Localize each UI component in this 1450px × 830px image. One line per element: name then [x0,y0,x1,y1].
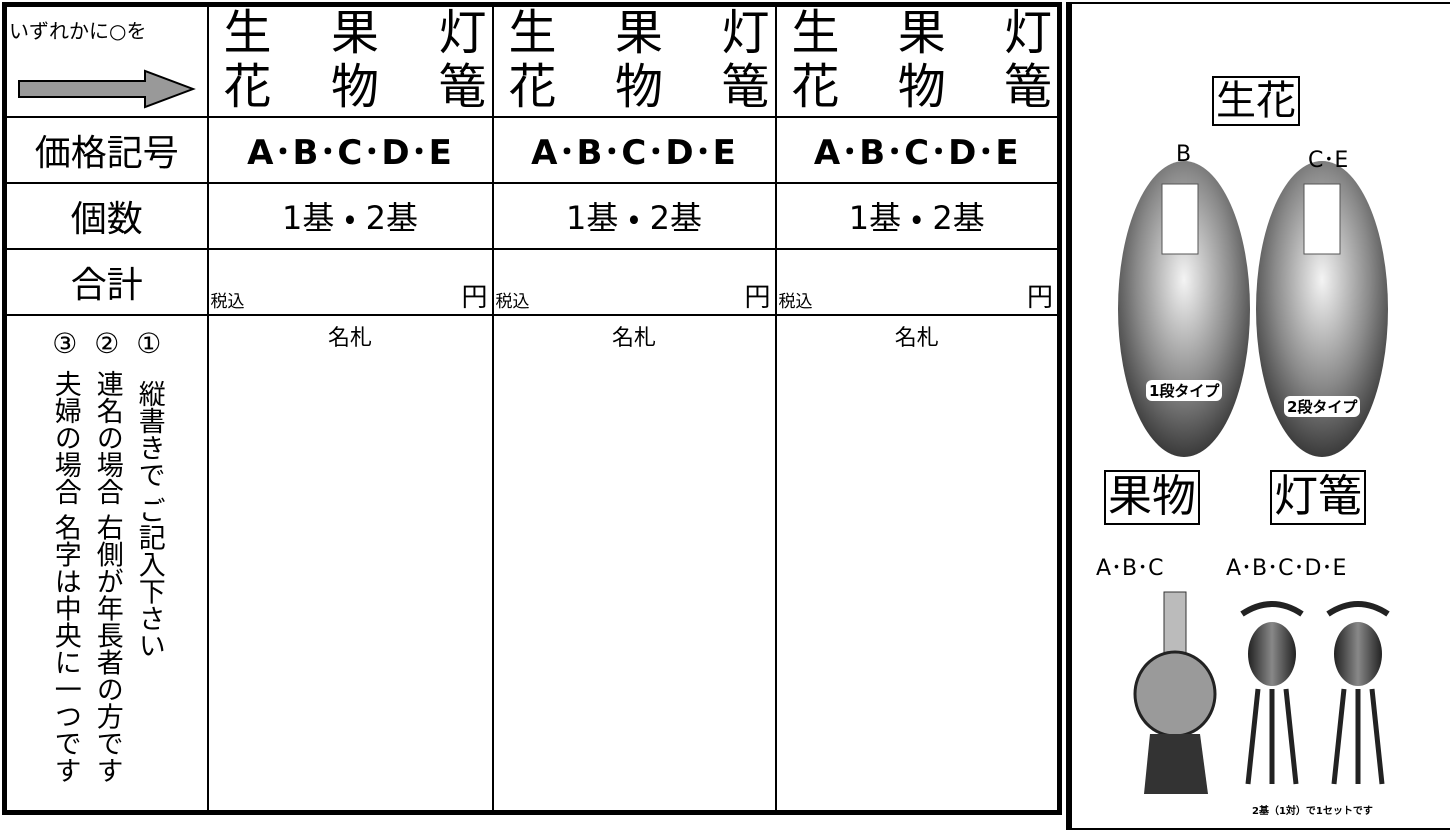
notes-cell: ① 縦書きで ご記入下さい ② 連名の場合 右側が年長者の方です ③ 夫婦の場合 名字… [3,313,209,814]
note: ③ 夫婦の場合 名字は中央に一つです [48,326,82,784]
count-label: 個数 [3,181,209,250]
fruit-title: 果物 [1104,470,1200,525]
notes: ① 縦書きで ご記入下さい ② 連名の場合 右側が年長者の方です ③ 夫婦の場合 名字… [7,326,207,784]
note-number: ② [94,326,120,360]
option: 果物 [888,7,945,116]
tax-prefix: 税込 [210,291,245,312]
flower-photo [1256,161,1388,457]
yen-suffix: 円 [461,282,488,313]
fruit-code: A･B･C [1096,556,1164,581]
name-label: 名札 [611,325,656,351]
note-text: 縦書きで ご記入下さい [133,379,165,659]
count-value: 1基 ・ 2基 [774,181,1061,250]
option: 灯篭 [429,7,486,116]
fruit-basket [1133,650,1217,738]
instruction: いずれかに○を [9,19,147,43]
arrow [18,69,196,109]
price-label: 価格記号 [3,115,209,184]
lantern-body [1334,622,1382,686]
product-images [1118,161,1390,794]
name-cell: 名札 [774,313,1061,814]
note-text: 連名の場合 右側が年長者の方です [91,369,123,784]
lantern-code: A･B･C･D･E [1226,556,1347,581]
option: 生花 [782,7,839,116]
total-row: 合計 税込円 税込円 税込円 [3,247,1061,316]
total-cell: 税込 円 [206,247,494,316]
lantern-body [1248,622,1296,686]
flower-code: B [1176,142,1192,167]
flower-tag [1161,183,1199,255]
tax-prefix: 税込 [778,291,813,312]
option: 生花 [214,7,271,116]
option: 灯篭 [995,7,1051,116]
price-value: A･B･C･D･E [206,115,494,184]
option: 生花 [499,7,556,116]
count-row: 個数 1基 ・ 2基 1基 ・ 2基 1基 ・ 2基 [3,181,1061,250]
lantern-top [1326,601,1390,617]
option: 果物 [322,7,378,116]
name-cell: 名札 [206,313,494,814]
tax-prefix: 税込 [495,291,530,312]
note-number: ① [136,326,162,360]
flower-tag [1303,183,1341,255]
instruction-cell: いずれかに○を [3,3,209,118]
note-text: 夫婦の場合 名字は中央に一つです [49,369,81,784]
option-cell: 生花 果物 灯篭 [491,3,777,118]
count-value: 1基 ・ 2基 [491,181,777,250]
flower-caption: 1段タイプ [1146,380,1223,401]
option-cell: 生花 果物 灯篭 [774,3,1061,118]
total-label: 合計 [3,247,209,316]
lantern-title: 灯篭 [1270,470,1366,525]
flower-code: C･E [1308,148,1349,173]
side-panel: 生花 B C･E 1段タイプ 2段タイプ 果物 灯篭 A･B･C A･B･C･D… [1066,2,1450,830]
price-row: 価格記号 A･B･C･D･E A･B･C･D･E A･B･C･D･E [3,115,1061,184]
order-table: いずれかに○を 生花 果物 灯篭 生花 果物 灯篭 生花 果物 灯篭 価格記号 A･B･C･… [2,2,1062,815]
lantern-caption: 2基（1対）で1セットです [1252,806,1373,817]
arrow-icon [18,69,196,109]
price-value: A･B･C･D･E [774,115,1061,184]
total-cell: 税込 円 [774,247,1061,316]
note-number: ③ [52,326,78,360]
flower-title: 生花 [1212,76,1300,126]
lantern-top [1240,601,1304,617]
lantern-legs [1245,688,1299,785]
price-value: A･B･C･D･E [491,115,777,184]
option: 灯篭 [712,7,769,116]
total-cell: 税込 円 [491,247,777,316]
name-label: 名札 [894,325,939,351]
yen-suffix: 円 [744,282,771,313]
note: ② 連名の場合 右側が年長者の方です [90,326,124,784]
option-row: いずれかに○を 生花 果物 灯篭 生花 果物 灯篭 生花 果物 灯篭 [3,3,1061,118]
count-value: 1基 ・ 2基 [206,181,494,250]
note: ① 縦書きで ご記入下さい [132,326,166,784]
option-cell: 生花 果物 灯篭 [206,3,494,118]
option: 果物 [606,7,662,116]
name-row: ① 縦書きで ご記入下さい ② 連名の場合 右側が年長者の方です ③ 夫婦の場合 名字… [3,313,1061,814]
name-cell: 名札 [491,313,777,814]
flower-caption: 2段タイプ [1284,396,1361,417]
name-label: 名札 [327,325,372,351]
lantern-legs [1331,688,1385,785]
fruit-stand [1144,734,1208,794]
yen-suffix: 円 [1026,282,1053,313]
